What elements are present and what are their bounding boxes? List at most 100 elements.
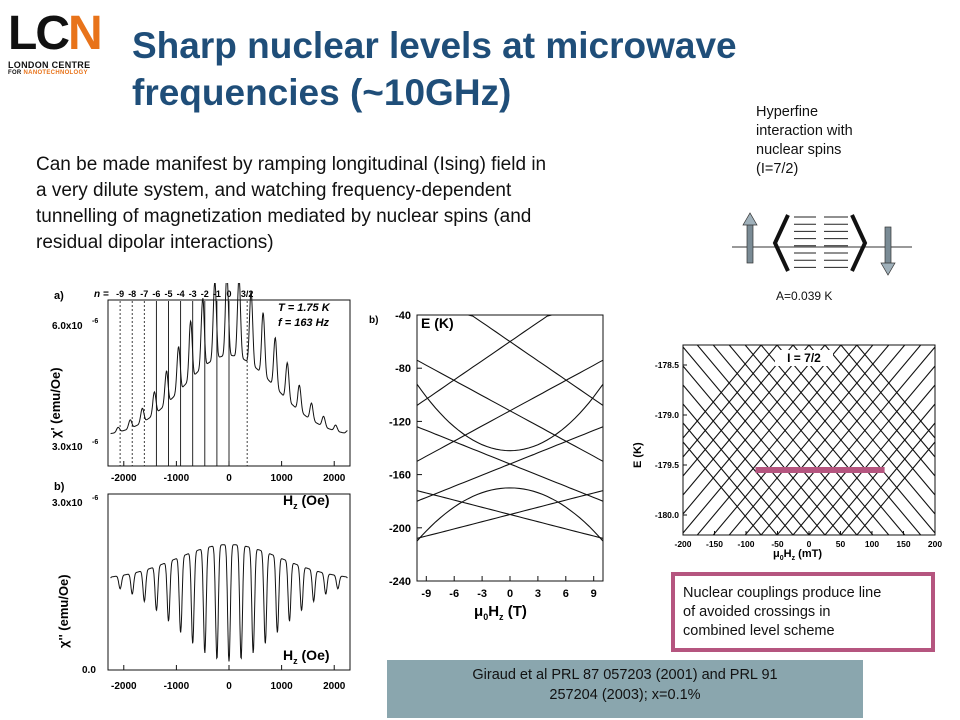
- level-line-rising: [683, 340, 935, 552]
- x-tick-label: 50: [836, 539, 846, 549]
- y-tick-label: -80: [395, 363, 411, 375]
- y-axis-label: E (K): [421, 315, 454, 331]
- chi-double-prime-x-axis-label: Hz (Oe): [283, 647, 330, 666]
- x-tick-label: 9: [591, 588, 597, 600]
- logo-line1: LONDON CENTRE: [8, 60, 108, 70]
- note-line: of avoided crossings in: [683, 603, 923, 622]
- chi-prime-chart: a) n = -9 -8 -7 -6 -5 -4 -3 -2 -1 0 3/2 T = 1.75 K…: [38, 283, 358, 493]
- y-tick-label: -178.5: [655, 360, 679, 370]
- y-tick-label: -120: [389, 416, 411, 428]
- energy-x-axis-label: μ0Hz (T): [474, 603, 527, 622]
- x-tick-labels: -9 -6 -3 0 3 6 9: [421, 576, 596, 600]
- n-value-label: -5: [164, 289, 172, 299]
- y-tick-exponent: -6: [92, 318, 98, 325]
- slide-title: Sharp nuclear levels at microwave freque…: [132, 22, 752, 116]
- temperature-label: T = 1.75 K: [278, 302, 331, 314]
- x-tick-label: -150: [706, 539, 723, 549]
- x-tick-label: 0: [226, 681, 232, 692]
- spin-down-arrow-body: [885, 227, 891, 267]
- x-tick-label: 6: [563, 588, 569, 600]
- nuclear-coupling-note: Nuclear couplings produce line of avoide…: [671, 572, 935, 652]
- n-value-label: -7: [140, 289, 148, 299]
- hyperfine-line: interaction with: [756, 122, 906, 141]
- panel-label: b): [54, 481, 65, 493]
- y-tick-label: -179.5: [655, 460, 679, 470]
- x-tick-label: -6: [449, 588, 459, 600]
- x-tick-label: 2000: [323, 681, 346, 692]
- y-axis-label: χ' (emu/Oe): [48, 367, 63, 438]
- x-tick-label: 150: [896, 539, 910, 549]
- x-tick-label: -1000: [164, 681, 190, 692]
- y-tick-exponent: -6: [92, 495, 98, 502]
- intro-paragraph: Can be made manifest by ramping longitud…: [36, 152, 696, 256]
- title-line-1: Sharp nuclear levels at microwave: [132, 22, 752, 69]
- x-tick-label: -100: [737, 539, 754, 549]
- left-bracket-icon: [775, 215, 788, 271]
- spin-down-arrow-icon: [881, 263, 895, 275]
- logo-letters: LCN: [8, 10, 108, 58]
- n-value-label: -9: [116, 289, 124, 299]
- intro-line: tunnelling of magnetization mediated by …: [36, 204, 696, 230]
- x-tick-label: 0: [507, 588, 513, 600]
- spin-up-arrow-body: [747, 223, 753, 263]
- x-tick-label: 3: [535, 588, 541, 600]
- plot-frame: [108, 494, 350, 670]
- y-tick-label: -180.0: [655, 510, 679, 520]
- hyperfine-levels: [794, 217, 848, 267]
- nuclear-levels-chart: I = 7/2 -178.5 -179.0 -179.5 -180.0 -200 -15…: [625, 340, 943, 565]
- n-value-label: -3: [189, 289, 197, 299]
- note-line: Nuclear couplings produce line: [683, 584, 923, 603]
- n-value-label: 0: [226, 289, 231, 299]
- title-line-2: frequencies (~10GHz): [132, 69, 752, 116]
- logo-line2: FOR NANOTECHNOLOGY: [8, 70, 108, 76]
- hyperfine-diagram: [730, 205, 915, 285]
- reference-line: Giraud et al PRL 87 057203 (2001) and PR…: [387, 665, 863, 685]
- lcn-logo: LCN LONDON CENTRE FOR NANOTECHNOLOGY: [8, 10, 108, 80]
- chi-double-prime-curve: [111, 545, 348, 662]
- hyperfine-line: Hyperfine: [756, 103, 906, 122]
- chart-title: I = 7/2: [787, 351, 821, 365]
- y-tick-label: -200: [389, 523, 411, 535]
- y-tick-label: -40: [395, 310, 411, 322]
- level-line-rising: [683, 340, 935, 533]
- hyperfine-line: nuclear spins: [756, 141, 906, 160]
- y-axis-label: χ'' (emu/Oe): [56, 574, 71, 648]
- y-tick-label: 3.0x10: [52, 442, 83, 453]
- x-tick-label: 100: [865, 539, 879, 549]
- y-tick-label: -179.0: [655, 410, 679, 420]
- n-value-label: -4: [177, 289, 185, 299]
- y-tick-label: -160: [389, 470, 411, 482]
- x-tick-labels: -2000 -1000 0 1000 2000: [111, 665, 346, 692]
- energy-level-lines: [417, 315, 603, 541]
- intro-line: Can be made manifest by ramping longitud…: [36, 152, 696, 178]
- plot-frame: [417, 315, 603, 581]
- x-tick-label: 200: [928, 539, 942, 549]
- spin-up-arrow-icon: [743, 213, 757, 225]
- n-value-labels: -9 -8 -7 -6 -5 -4 -3 -2 -1 0 3/2: [116, 289, 253, 299]
- panel-label: a): [54, 290, 64, 302]
- intro-line: residual dipolar interactions): [36, 230, 696, 256]
- energy-levels-chart: b) E (K) -40 -80 -120 -160 -200 -240 -9 -6 -3 0 3…: [365, 305, 610, 635]
- n-value-label: -2: [201, 289, 209, 299]
- avoided-crossing-curve: [417, 384, 603, 451]
- hyperfine-caption: Hyperfine interaction with nuclear spins…: [756, 103, 906, 179]
- panel-label: b): [369, 315, 378, 326]
- n-label: n =: [94, 289, 109, 300]
- reference-box: Giraud et al PRL 87 057203 (2001) and PR…: [387, 660, 863, 718]
- x-tick-label: -9: [421, 588, 431, 600]
- n-value-label: -8: [128, 289, 136, 299]
- hyperfine-a-value: A=0.039 K: [776, 289, 832, 303]
- y-tick-exponent: -6: [92, 439, 98, 446]
- right-bracket-icon: [852, 215, 865, 271]
- y-tick-labels: -178.5 -179.0 -179.5 -180.0: [655, 360, 687, 520]
- x-tick-label: -200: [674, 539, 691, 549]
- y-axis-label: E (K): [632, 442, 644, 468]
- x-tick-label: -2000: [111, 681, 137, 692]
- y-tick-label: -240: [389, 576, 411, 588]
- level-line-falling: [683, 340, 935, 533]
- x-tick-label: -3: [477, 588, 487, 600]
- frequency-label: f = 163 Hz: [278, 317, 330, 329]
- nuclear-x-axis-label: μ0Hz (mT): [773, 548, 822, 562]
- level-line-falling: [683, 340, 935, 552]
- y-tick-label: 0.0: [82, 665, 96, 676]
